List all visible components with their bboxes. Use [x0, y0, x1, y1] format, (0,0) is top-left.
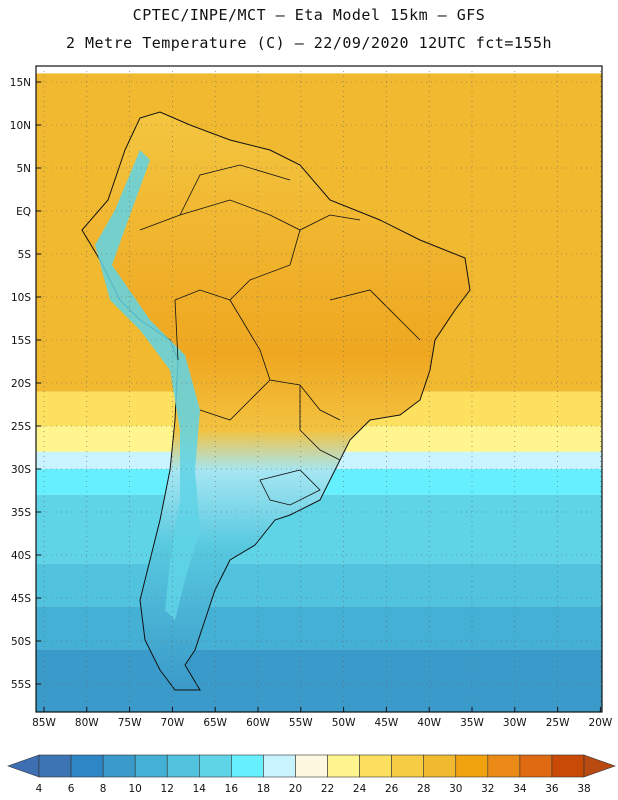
legend-tick-label: 20: [289, 783, 302, 795]
legend-tick-label: 36: [545, 783, 559, 795]
latitude-label: 50S: [11, 636, 31, 648]
map-title-line1: CPTEC/INPE/MCT – Eta Model 15km – GFS: [132, 6, 486, 24]
latitude-label: EQ: [16, 206, 31, 218]
legend-tick-label: 6: [68, 783, 75, 795]
legend-tick-label: 38: [577, 783, 590, 795]
ocean-band: [36, 649, 602, 712]
latitude-label: 45S: [11, 593, 31, 605]
legend-swatch: [295, 754, 328, 778]
longitude-label: 20W: [589, 717, 613, 729]
longitude-label: 45W: [375, 717, 399, 729]
latitude-label: 55S: [11, 679, 31, 691]
legend-tick-label: 22: [321, 783, 334, 795]
longitude-label: 25W: [546, 717, 570, 729]
ocean-band: [36, 494, 602, 564]
legend-tick-label: 28: [417, 783, 430, 795]
ocean-band: [36, 563, 602, 607]
legend-swatch: [359, 754, 392, 778]
longitude-label: 70W: [161, 717, 185, 729]
graticule: [36, 66, 602, 712]
latitude-label: 5S: [18, 249, 32, 261]
longitude-label: 40W: [417, 717, 441, 729]
longitude-label: 80W: [75, 717, 99, 729]
country-borders: [139, 164, 421, 506]
latitude-label: 10N: [10, 120, 31, 132]
latitude-label: 15S: [11, 335, 31, 347]
latitude-label: 5N: [16, 163, 31, 175]
longitude-labels: 85W 80W 75W 70W 65W 60W 55W 50W 45W 40W 35W 30W 25W 2…: [32, 717, 613, 729]
legend-swatch: [487, 754, 521, 778]
latitude-label: 40S: [11, 550, 31, 562]
legend-swatch: [263, 754, 296, 778]
legend-left-arrow: [7, 754, 40, 778]
legend-tick-label: 12: [161, 783, 174, 795]
legend-swatch: [423, 754, 457, 778]
legend-tick-label: 16: [225, 783, 239, 795]
longitude-label: 50W: [332, 717, 356, 729]
latitude-label: 15N: [10, 77, 31, 89]
color-legend: 4 6 8 10 12 14 16 18 20 22 24 26 28 30 32 34 36 38: [7, 754, 616, 795]
longitude-label: 60W: [246, 717, 270, 729]
legend-swatch: [102, 754, 136, 778]
legend-swatch: [231, 754, 264, 778]
legend-swatch: [134, 754, 168, 778]
latitude-label: 35S: [11, 507, 31, 519]
legend-swatch: [70, 754, 104, 778]
legend-right-arrow: [583, 754, 616, 778]
latitude-label: 25S: [11, 421, 31, 433]
latitude-label: 10S: [11, 292, 31, 304]
legend-tick-label: 34: [513, 783, 527, 795]
legend-swatch: [327, 754, 360, 778]
latitude-label: 20S: [11, 378, 31, 390]
longitude-label: 65W: [203, 717, 227, 729]
legend-swatch: [38, 754, 72, 778]
andes-cold-ridge: [95, 150, 200, 620]
legend-tick-label: 30: [449, 783, 462, 795]
legend-swatch: [166, 754, 200, 778]
longitude-label: 35W: [460, 717, 484, 729]
longitude-label: 30W: [503, 717, 527, 729]
map-title-line2: 2 Metre Temperature (C) – 22/09/2020 12U…: [65, 34, 553, 52]
latitude-labels: 15N 10N 5N EQ 5S 10S 15S 20S 25S 30S 35S 40S 45S 50S 5…: [10, 77, 32, 691]
legend-swatch: [551, 754, 585, 778]
legend-tick-label: 8: [100, 783, 107, 795]
legend-swatch: [519, 754, 553, 778]
legend-tick-label: 24: [353, 783, 367, 795]
legend-tick-label: 18: [257, 783, 270, 795]
longitude-label: 85W: [32, 717, 56, 729]
legend-tick-label: 10: [128, 783, 141, 795]
legend-tick-label: 14: [193, 783, 207, 795]
legend-swatch: [455, 754, 489, 778]
legend-swatch: [198, 754, 232, 778]
latitude-label: 30S: [11, 464, 31, 476]
longitude-label: 75W: [118, 717, 142, 729]
legend-tick-label: 26: [385, 783, 399, 795]
longitude-label: 55W: [289, 717, 313, 729]
legend-swatch: [391, 754, 425, 778]
map-frame: [35, 65, 603, 713]
legend-tick-label: 4: [36, 783, 43, 795]
legend-tick-label: 32: [481, 783, 494, 795]
ocean-band: [36, 606, 602, 650]
